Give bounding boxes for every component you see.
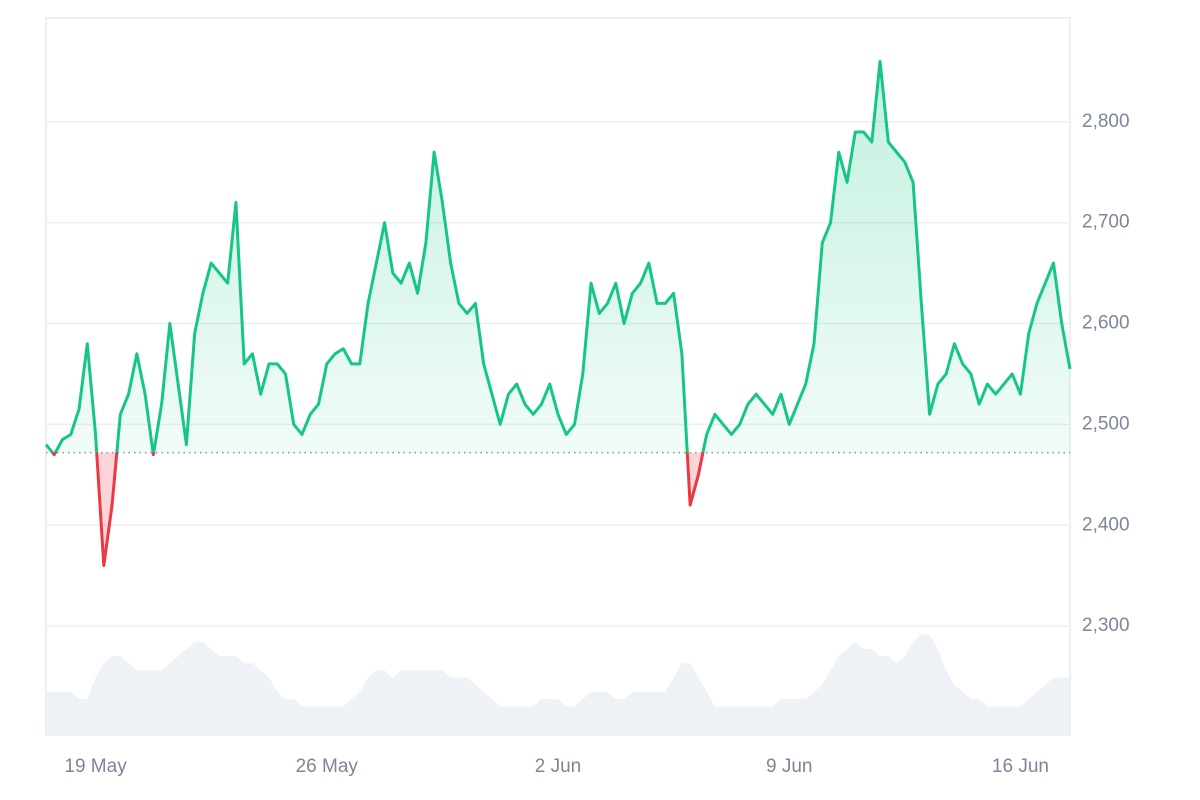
volume-area — [46, 634, 1070, 735]
y-tick-label: 2,700 — [1082, 212, 1130, 233]
x-tick-label: 2 Jun — [535, 756, 581, 777]
x-tick-label: 19 May — [64, 756, 127, 777]
x-tick-label: 16 Jun — [992, 756, 1049, 777]
y-tick-label: 2,400 — [1082, 514, 1130, 535]
price-line — [44, 59, 1072, 568]
y-tick-label: 2,600 — [1082, 313, 1130, 334]
y-tick-label: 2,500 — [1082, 413, 1130, 434]
price-area — [46, 61, 1070, 566]
x-tick-label: 9 Jun — [766, 756, 812, 777]
y-tick-label: 2,800 — [1082, 111, 1130, 132]
x-tick-label: 26 May — [296, 756, 359, 777]
y-tick-label: 2,300 — [1082, 615, 1130, 636]
